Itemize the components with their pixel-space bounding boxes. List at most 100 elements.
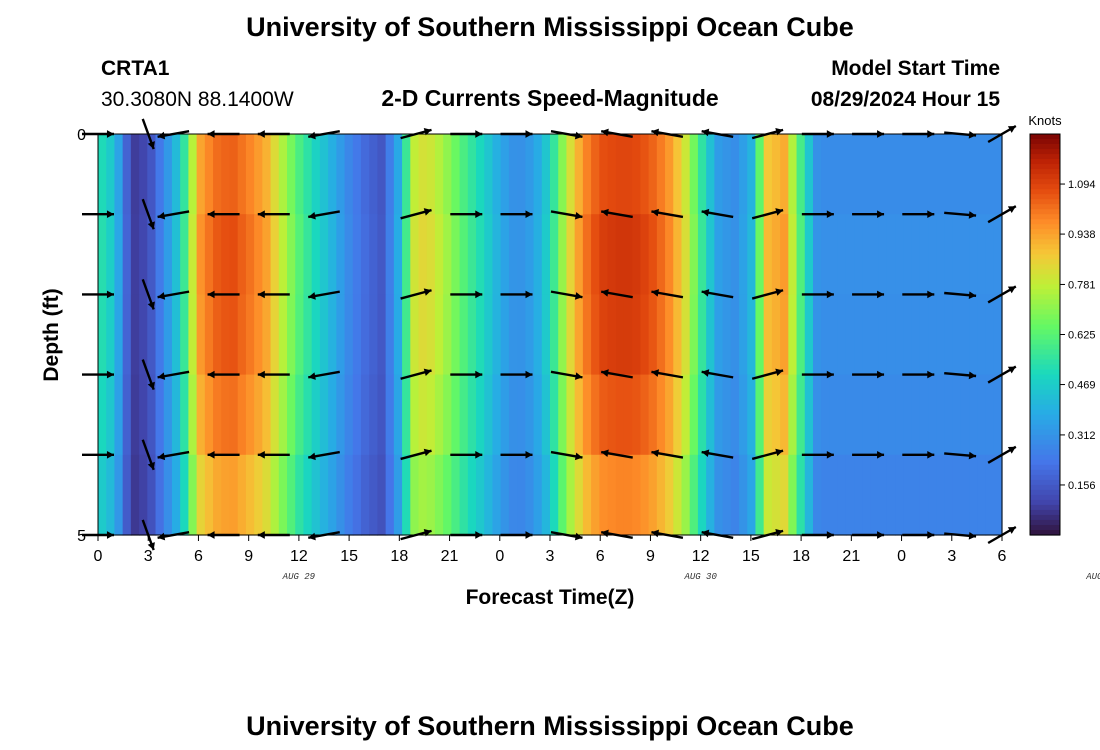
current-vector-arrow [257,450,290,459]
heatmap-cell [574,214,584,295]
heatmap-cell [780,374,789,456]
heatmap-cell [656,454,666,536]
heatmap-cell [558,374,568,456]
heatmap-cell [960,294,970,376]
heatmap-cell [829,374,839,456]
heatmap-cell [928,134,937,215]
current-vector-arrow [902,210,935,219]
heatmap-cell [977,454,987,536]
heatmap-cell [525,454,535,536]
heatmap-cell [739,214,748,295]
heatmap-cell [443,214,452,295]
heatmap-cell [656,134,666,215]
heatmap-cell [755,214,765,295]
heatmap-cell [821,134,831,215]
heatmap-cell [476,214,485,295]
heatmap-cell [911,454,921,536]
colorbar-segment [1030,439,1060,446]
heatmap-cell [418,374,428,456]
heatmap-cell [155,294,165,376]
current-vector-arrow [852,370,885,379]
current-vector-arrow [500,450,533,459]
heatmap-cell [607,134,617,215]
heatmap-cell [928,374,937,456]
heatmap-cell [295,374,305,456]
heatmap-cell [985,134,995,215]
heatmap-cell [648,374,658,456]
heatmap-cell [665,134,674,215]
current-vector-arrow [450,210,483,219]
heatmap-cell [130,374,140,456]
heatmap-cell [788,454,798,536]
heatmap-cell [574,294,584,376]
heatmap-cell [171,374,181,456]
x-tick-label: 12 [692,548,710,565]
heatmap-cell [319,374,329,456]
heatmap-cell [278,374,288,456]
current-vector-arrow [944,371,977,380]
colorbar-segment [1030,134,1060,140]
colorbar-segment [1030,384,1060,391]
heatmap-cell [229,214,239,295]
heatmap-cell [171,134,181,215]
heatmap-cell [665,374,674,456]
heatmap-cell [771,134,781,215]
heatmap-cell [426,294,436,376]
heatmap-cell [163,454,173,536]
heatmap-cell [139,214,148,295]
colorbar-segment [1030,354,1060,361]
heatmap-cell [147,454,157,536]
current-vector-arrow [450,450,483,459]
heatmap-cell [410,374,420,456]
colorbar-tick-label: 1.094 [1068,179,1096,191]
model-start-value: 08/29/2024 Hour 15 [810,88,1000,111]
heatmap-cell [245,134,255,215]
heatmap-cell [706,134,715,215]
heatmap-cell [484,214,494,295]
colorbar-segment [1030,334,1060,341]
heatmap-cell [180,134,189,215]
colorbar-segment [1030,394,1060,401]
heatmap-cell [237,454,247,536]
heatmap-cell [582,214,592,295]
heatmap-cell [730,454,740,536]
heatmap-cell [854,454,863,536]
heatmap-cell [188,374,198,456]
heatmap-cell [377,294,387,376]
heatmap-cell [213,214,222,295]
heatmap-cell [903,134,913,215]
colorbar-tick-label: 0.938 [1068,229,1096,241]
heatmap-cell [681,214,691,295]
x-tick-label: 0 [897,548,906,565]
heatmap-cell [903,374,913,456]
heatmap-cell [886,374,896,456]
heatmap-cell [969,294,978,376]
current-vector-arrow [257,290,290,299]
current-vector-arrow [550,370,583,380]
heatmap-cell [640,134,650,215]
heatmap-cell [928,454,937,536]
heatmap-cell [854,214,863,295]
current-vector-arrow [550,210,583,220]
current-vector-arrow [751,288,784,300]
heatmap-cell [213,134,222,215]
heatmap-cell [360,214,370,295]
current-vector-arrow [157,370,190,380]
heatmap-cell [484,134,494,215]
colorbar-segment [1030,329,1060,336]
heatmap-cell [369,454,379,536]
heatmap-cell [648,134,658,215]
heatmap-cell [804,454,814,536]
colorbar-segment [1030,454,1060,461]
heatmap-cell [451,294,461,376]
heatmap-cell [385,454,395,536]
colorbar-segment [1030,364,1060,371]
heatmap-cell [648,454,658,536]
heatmap-cell [780,454,789,536]
current-vector-arrow [751,448,784,461]
colorbar-segment [1030,449,1060,456]
heatmap-cell [722,374,732,456]
heatmap-cell [418,214,428,295]
colorbar-segment [1030,519,1060,526]
heatmap-cell [122,374,132,456]
